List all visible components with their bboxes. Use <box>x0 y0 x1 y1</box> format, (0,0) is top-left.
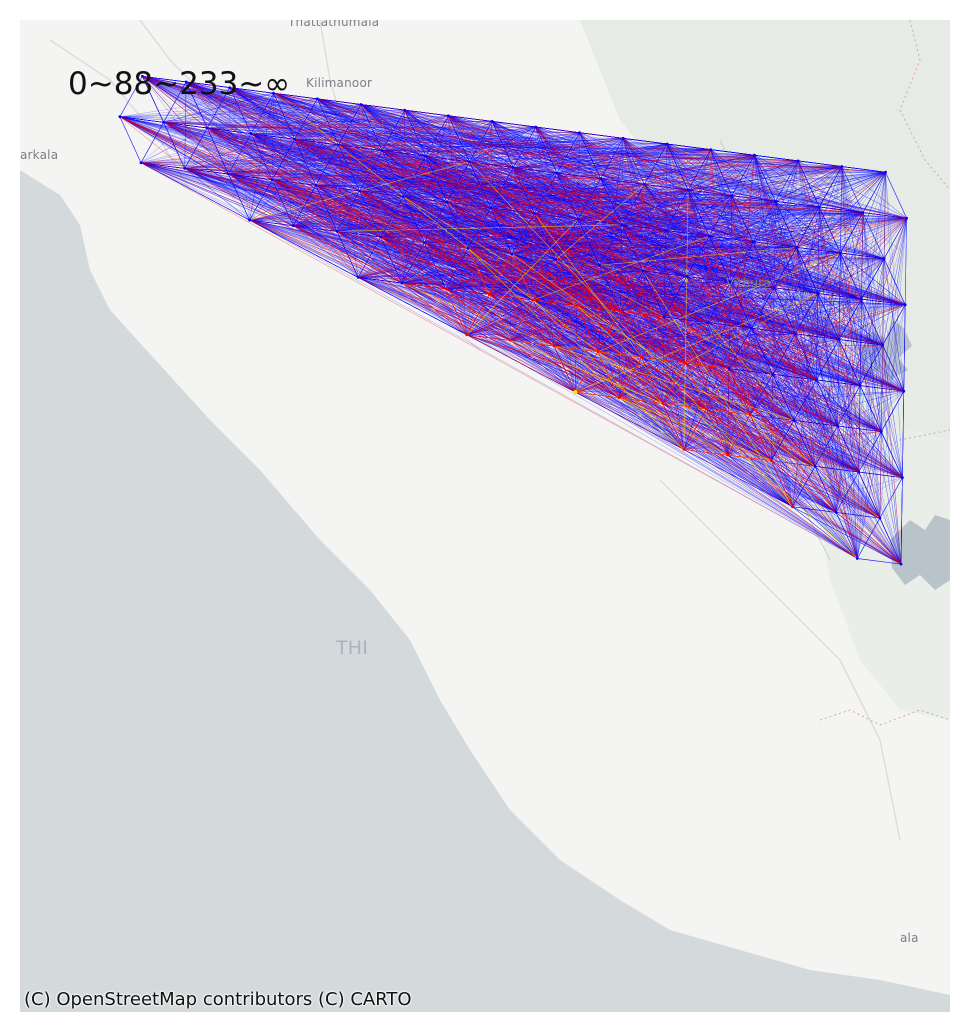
flow-edge <box>358 277 685 450</box>
forest-area-2 <box>800 400 950 720</box>
flow-edge <box>249 219 858 559</box>
flow-edge <box>401 282 858 559</box>
district-boundaries <box>779 20 950 726</box>
flow-edge <box>249 219 620 399</box>
flow-edge <box>900 304 906 565</box>
rivers <box>669 139 901 561</box>
flow-edge <box>293 225 576 393</box>
flow-edge <box>900 477 903 565</box>
sea-area <box>20 170 950 1012</box>
flow-edge <box>727 454 793 507</box>
flow-edge <box>140 162 685 450</box>
flow-edge <box>900 477 903 565</box>
flow-edge <box>140 162 685 450</box>
map-canvas[interactable] <box>20 20 950 1012</box>
flow-edge <box>510 340 576 393</box>
flow-edge <box>228 173 858 559</box>
forest-area <box>580 20 950 540</box>
flow-edge <box>249 219 576 393</box>
flow-edge <box>293 225 793 508</box>
flow-edge <box>902 218 907 478</box>
reservoir <box>860 320 912 380</box>
flow-edge <box>618 397 902 565</box>
map-frame[interactable]: Thattathumala Kilimanoor arkala Vithura … <box>20 20 950 1012</box>
flow-edge <box>900 304 906 565</box>
flow-edge <box>683 449 858 559</box>
flow-edge <box>140 162 685 450</box>
flow-edge <box>228 173 858 559</box>
flow-edge <box>618 397 902 565</box>
flow-edge <box>140 162 511 341</box>
flow-edge <box>140 162 467 336</box>
flow-edge <box>184 168 250 221</box>
flow-edge <box>184 168 467 336</box>
flow-edge <box>900 477 903 565</box>
reservoir-2 <box>890 515 950 590</box>
flow-edge <box>249 219 837 513</box>
flow-edge <box>293 225 359 278</box>
flow-edge <box>293 225 359 278</box>
roads <box>49 20 901 841</box>
flow-edge <box>249 219 402 284</box>
flow-edge <box>575 391 685 450</box>
od-flow-edges <box>119 75 907 565</box>
flow-edge <box>510 340 576 393</box>
flow-edge <box>184 168 250 221</box>
flow-edge <box>683 449 793 508</box>
flow-edge <box>249 219 359 278</box>
flow-edge <box>401 282 685 450</box>
flow-edge <box>401 282 467 335</box>
flow-edge <box>140 162 902 565</box>
basemap <box>20 20 950 1012</box>
flow-edge <box>249 219 576 393</box>
flow-edge <box>140 162 685 450</box>
flow-edge <box>358 277 728 456</box>
flow-edge <box>184 168 858 559</box>
flow-edge <box>900 477 903 565</box>
flow-edge <box>184 168 250 221</box>
